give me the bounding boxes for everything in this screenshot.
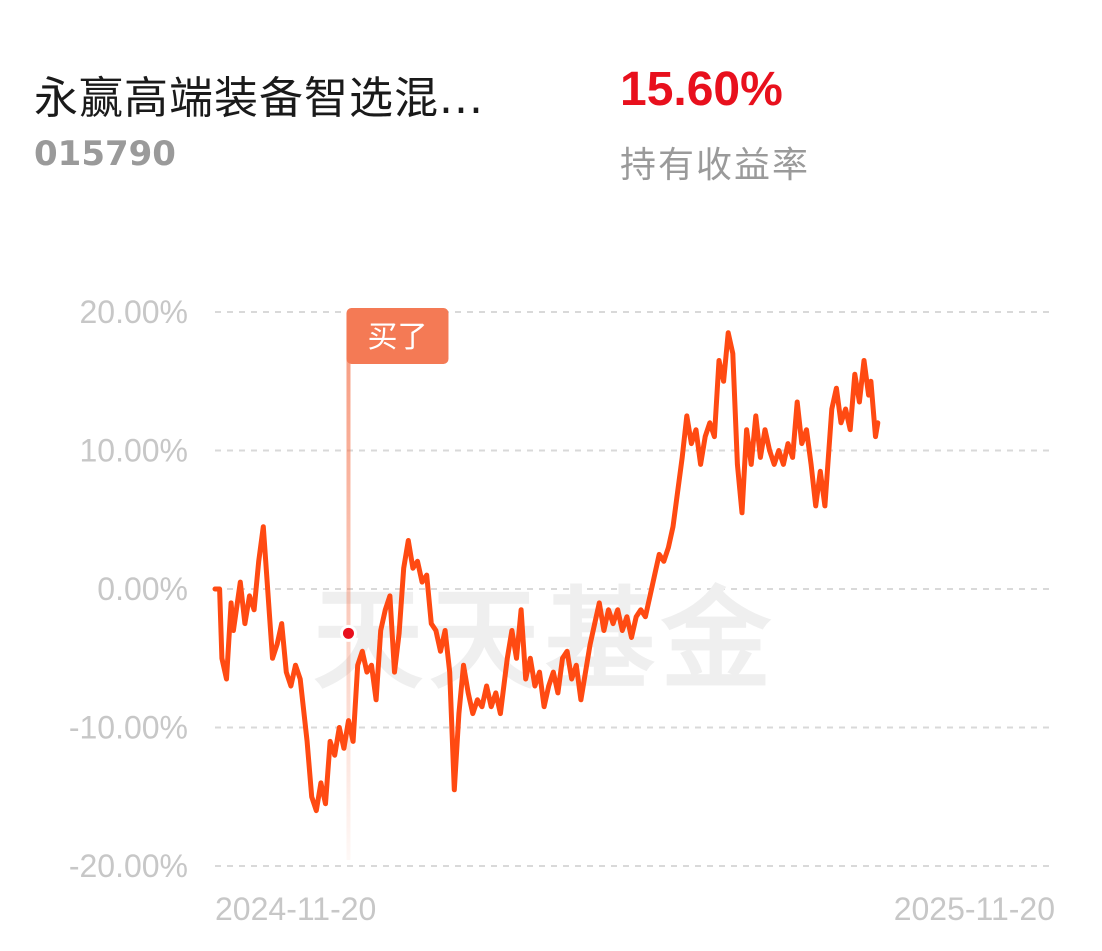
buy-marker-label: 买了 (367, 320, 427, 355)
buy-point-dot (339, 624, 357, 642)
buy-marker-line (346, 340, 351, 860)
holding-return-label: 持有收益率 (620, 145, 811, 186)
fund-code: 015790 (34, 134, 176, 174)
buy-marker-badge[interactable] (346, 308, 449, 364)
y-axis-ticks: 20.00% 10.00% 0.00% -10.00% -20.00% (69, 294, 188, 884)
x-tick-label: 2024-11-20 (215, 891, 376, 927)
buy-marker[interactable]: 买了 (346, 308, 449, 860)
y-tick-label: 20.00% (79, 294, 188, 330)
grid-lines (215, 311, 1055, 867)
fund-name: 永赢高端装备智选混... (34, 73, 484, 124)
y-tick-label: 10.00% (79, 433, 188, 469)
y-tick-label: 0.00% (97, 571, 188, 607)
y-tick-label: -10.00% (69, 710, 188, 746)
series-line-0 (212, 330, 881, 814)
holding-return-value: 15.60% (620, 63, 783, 116)
y-tick-label: -20.00% (69, 848, 188, 884)
series-layer (212, 330, 881, 814)
x-axis-ticks: 2024-11-20 2025-11-20 (215, 891, 1055, 927)
buy-dot-layer (339, 624, 357, 642)
x-tick-label: 2025-11-20 (894, 891, 1055, 927)
